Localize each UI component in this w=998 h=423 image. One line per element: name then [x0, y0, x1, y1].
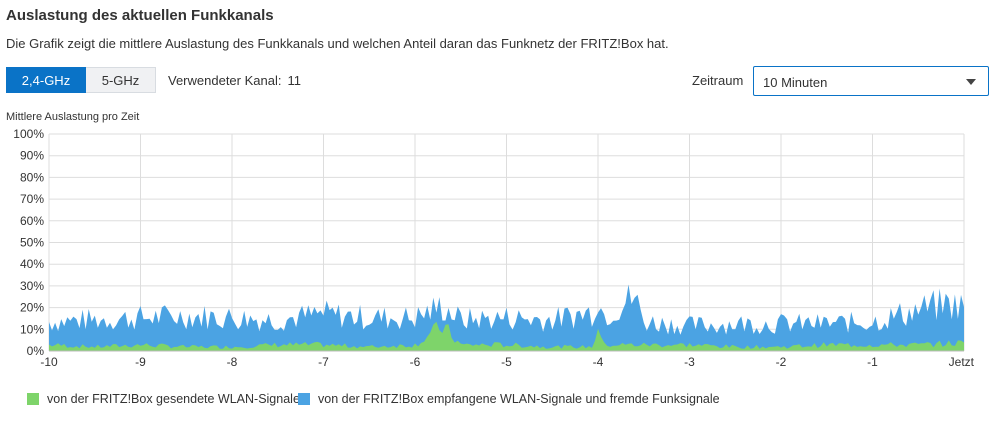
- x-tick-label: -4: [593, 355, 604, 369]
- legend-item-received: von der FRITZ!Box empfangene WLAN-Signal…: [298, 392, 720, 406]
- y-tick-label: 40%: [20, 257, 44, 271]
- y-tick-label: 20%: [20, 301, 44, 315]
- x-tick-label: -7: [318, 355, 329, 369]
- band-5ghz-button[interactable]: 5-GHz: [86, 67, 156, 93]
- x-tick-label: -1: [867, 355, 878, 369]
- y-tick-label: 50%: [20, 236, 44, 250]
- y-tick-label: 60%: [20, 214, 44, 228]
- y-tick-label: 30%: [20, 279, 44, 293]
- x-tick-label: -3: [684, 355, 695, 369]
- band-toggle: 2,4-GHz 5-GHz: [6, 67, 156, 93]
- legend-swatch-received: [298, 393, 310, 405]
- zeitraum-select[interactable]: 10 Minuten: [753, 66, 989, 96]
- legend-swatch-sent: [27, 393, 39, 405]
- chevron-down-icon: [966, 79, 976, 85]
- y-tick-label: 0%: [27, 344, 45, 358]
- channel-info: Verwendeter Kanal: 11: [168, 73, 301, 88]
- chart-ylabel: Mittlere Auslastung pro Zeit: [6, 111, 140, 123]
- channel-value: 11: [287, 73, 301, 88]
- y-tick-label: 70%: [20, 192, 44, 206]
- page-title: Auslastung des aktuellen Funkkanals: [6, 7, 274, 24]
- y-tick-label: 80%: [20, 170, 44, 184]
- x-tick-label: -10: [40, 355, 58, 369]
- legend-label-sent: von der FRITZ!Box gesendete WLAN-Signale: [47, 392, 300, 406]
- x-tick-label: -8: [227, 355, 238, 369]
- x-tick-label: -9: [135, 355, 146, 369]
- y-tick-label: 10%: [20, 322, 44, 336]
- zeitraum-selected-value: 10 Minuten: [763, 75, 828, 90]
- band-24ghz-button[interactable]: 2,4-GHz: [6, 67, 86, 93]
- series-sent-area: [49, 321, 964, 351]
- zeitraum-label: Zeitraum: [692, 73, 744, 88]
- legend-label-received: von der FRITZ!Box empfangene WLAN-Signal…: [318, 392, 720, 406]
- x-tick-label: -5: [501, 355, 512, 369]
- page-description: Die Grafik zeigt die mittlere Auslastung…: [6, 36, 669, 51]
- y-tick-label: 100%: [13, 127, 44, 141]
- series-received-area: [49, 284, 964, 351]
- x-tick-label: -2: [776, 355, 787, 369]
- x-tick-label: Jetzt: [949, 355, 975, 369]
- x-tick-label: -6: [410, 355, 421, 369]
- channel-label: Verwendeter Kanal:: [168, 73, 282, 88]
- y-tick-label: 90%: [20, 149, 44, 163]
- legend-item-sent: von der FRITZ!Box gesendete WLAN-Signale: [27, 392, 300, 406]
